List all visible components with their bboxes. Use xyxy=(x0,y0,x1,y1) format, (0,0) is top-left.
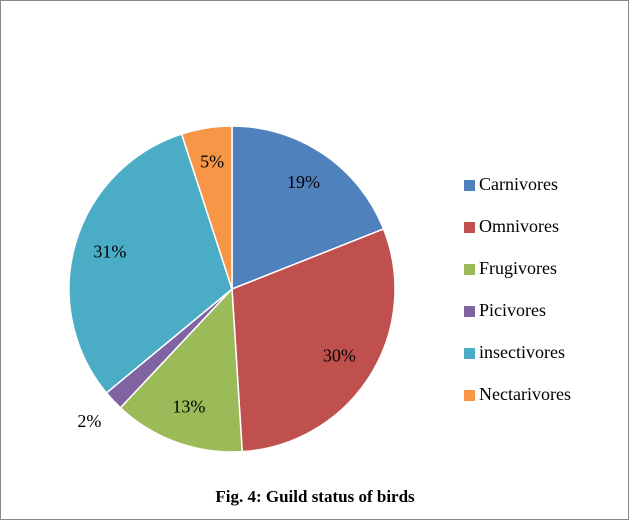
chart-title: Fig. 4: Guild status of birds xyxy=(215,487,415,506)
pie-slice xyxy=(231,228,396,453)
legend-swatch xyxy=(464,180,475,191)
pie-slice xyxy=(119,287,244,453)
data-label: 2% xyxy=(77,411,101,431)
legend-swatch xyxy=(464,306,475,317)
legend-swatch xyxy=(464,348,475,359)
legend-label: Frugivores xyxy=(479,258,557,278)
pie-slice xyxy=(68,133,233,394)
legend-label: insectivores xyxy=(479,342,565,362)
legend-label: Carnivores xyxy=(479,174,558,194)
data-label: 13% xyxy=(172,397,205,417)
legend-label: Omnivores xyxy=(479,216,559,236)
legend-swatch xyxy=(464,390,475,401)
data-label: 19% xyxy=(287,172,320,192)
legend-swatch xyxy=(464,222,475,233)
data-label: 31% xyxy=(93,242,126,262)
pie-slice xyxy=(180,125,233,290)
legend-swatch xyxy=(464,264,475,275)
legend-label: Picivores xyxy=(479,300,546,320)
pie-slice xyxy=(231,125,385,291)
data-label: 5% xyxy=(200,152,224,172)
legend-label: Nectarivores xyxy=(479,384,571,404)
data-label: 30% xyxy=(323,345,356,365)
